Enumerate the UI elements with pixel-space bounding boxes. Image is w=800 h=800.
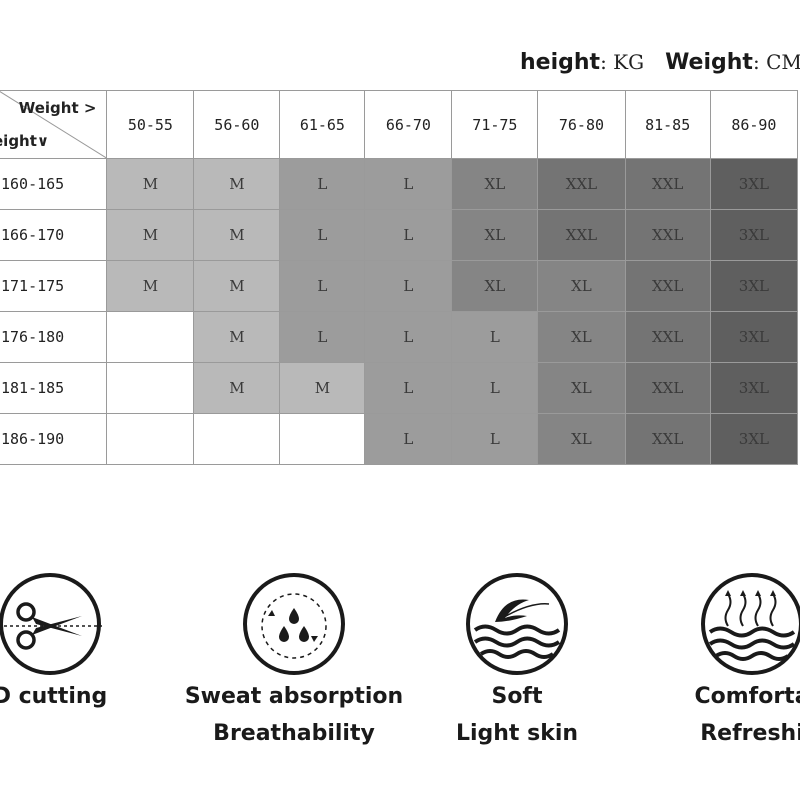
unit-legend: height: KG Weight: CM [520, 50, 800, 75]
height-row-header: 171-175 [0, 260, 108, 312]
size-cell: M [193, 260, 281, 312]
features-row: D cutting Sweat absorption Breathability [0, 570, 800, 800]
table-row: 176-180 M L L L XL XXL 3XL [0, 311, 799, 363]
size-cell: XXL [624, 311, 711, 363]
weight-column-header: 61-65 [279, 90, 366, 159]
size-cell [106, 362, 195, 414]
height-row-header: 176-180 [0, 311, 108, 363]
size-cell: M [193, 362, 281, 414]
size-cell: L [279, 311, 366, 363]
size-cell: 3XL [709, 311, 799, 363]
size-cell: 3XL [709, 209, 799, 261]
size-cell: 3XL [709, 413, 799, 465]
size-cell: XL [451, 260, 539, 312]
weight-column-header: 66-70 [364, 90, 453, 159]
size-cell: L [279, 209, 366, 261]
feather-wave-icon [466, 573, 568, 675]
size-cell: XXL [624, 362, 711, 414]
size-cell: XL [451, 209, 539, 261]
size-cell: XXL [624, 413, 711, 465]
size-cell: L [364, 158, 453, 210]
size-cell: M [106, 158, 195, 210]
height-unit-value: KG [613, 50, 645, 74]
corner-divider [0, 91, 106, 158]
corner-height-label: eight∨ [0, 132, 50, 150]
size-cell [106, 311, 195, 363]
size-cell: XL [537, 311, 626, 363]
size-cell: XXL [624, 158, 711, 210]
sweat-drops-icon [243, 573, 345, 675]
size-cell: XL [537, 413, 626, 465]
feature-sweat: Sweat absorption Breathability [164, 570, 424, 746]
weight-unit-value: CM [766, 50, 800, 74]
size-cell: L [451, 362, 539, 414]
weight-column-header: 56-60 [193, 90, 281, 159]
corner-weight-label: Weight > [18, 99, 97, 117]
weight-column-header: 71-75 [451, 90, 539, 159]
feature-soft-title: Soft [491, 684, 543, 709]
height-row-header: 181-185 [0, 362, 108, 414]
feature-comfort: Comforta Refreshi [622, 570, 800, 746]
table-row: 166-170 M M L L XL XXL XXL 3XL [0, 209, 799, 261]
size-cell: M [193, 311, 281, 363]
table-row: 171-175 M M L L XL XL XXL 3XL [0, 260, 799, 312]
size-cell: L [364, 311, 453, 363]
size-cell: 3XL [709, 158, 799, 210]
size-cell: L [364, 413, 453, 465]
feature-sweat-title: Sweat absorption [184, 684, 404, 709]
table-header-row: Weight > eight∨ 50-5556-6061-6566-7071-757… [0, 90, 799, 159]
size-cell: 3XL [709, 362, 799, 414]
size-cell: 3XL [709, 260, 799, 312]
feature-soft-subtitle: Light skin [455, 721, 579, 746]
feature-cutting: D cutting [0, 570, 180, 709]
size-cell: M [106, 260, 195, 312]
height-row-header: 166-170 [0, 209, 108, 261]
feature-sweat-subtitle: Breathability [213, 721, 375, 746]
size-cell: L [279, 260, 366, 312]
size-cell: XL [537, 362, 626, 414]
size-cell [279, 413, 366, 465]
table-row: 181-185 M M L L XL XXL 3XL [0, 362, 799, 414]
size-cell: XL [537, 260, 626, 312]
size-cell: XXL [624, 260, 711, 312]
size-cell: XXL [537, 209, 626, 261]
size-chart-table: Weight > eight∨ 50-5556-6061-6566-7071-757… [0, 90, 799, 465]
height-row-header: 160-165 [0, 158, 108, 210]
weight-column-header: 50-55 [106, 90, 195, 159]
height-unit-label: height [520, 50, 601, 75]
feature-soft: Soft Light skin [387, 570, 647, 746]
size-cell: M [193, 209, 281, 261]
table-row: 186-190 L L XL XXL 3XL [0, 413, 799, 465]
size-cell: L [364, 362, 453, 414]
size-cell [193, 413, 281, 465]
size-cell: L [364, 260, 453, 312]
size-cell: M [106, 209, 195, 261]
feature-comfort-title: Comforta [694, 684, 800, 709]
size-cell: L [451, 413, 539, 465]
table-row: 160-165 M M L L XL XXL XXL 3XL [0, 158, 799, 210]
scissors-icon [0, 573, 102, 675]
weight-unit-label: Weight [665, 50, 753, 75]
size-cell: M [279, 362, 366, 414]
height-row-header: 186-190 [0, 413, 108, 465]
heat-waves-icon [701, 573, 800, 675]
weight-column-header: 76-80 [537, 90, 626, 159]
size-cell: L [279, 158, 366, 210]
weight-column-header: 81-85 [624, 90, 711, 159]
weight-column-header: 86-90 [709, 90, 799, 159]
size-cell: XXL [624, 209, 711, 261]
feature-comfort-subtitle: Refreshi [700, 721, 800, 746]
size-cell: XL [451, 158, 539, 210]
size-cell: M [193, 158, 281, 210]
size-cell [106, 413, 195, 465]
table-corner-cell: Weight > eight∨ [0, 90, 108, 159]
size-cell: XXL [537, 158, 626, 210]
feature-cutting-title: D cutting [0, 684, 108, 709]
size-cell: L [451, 311, 539, 363]
size-cell: L [364, 209, 453, 261]
